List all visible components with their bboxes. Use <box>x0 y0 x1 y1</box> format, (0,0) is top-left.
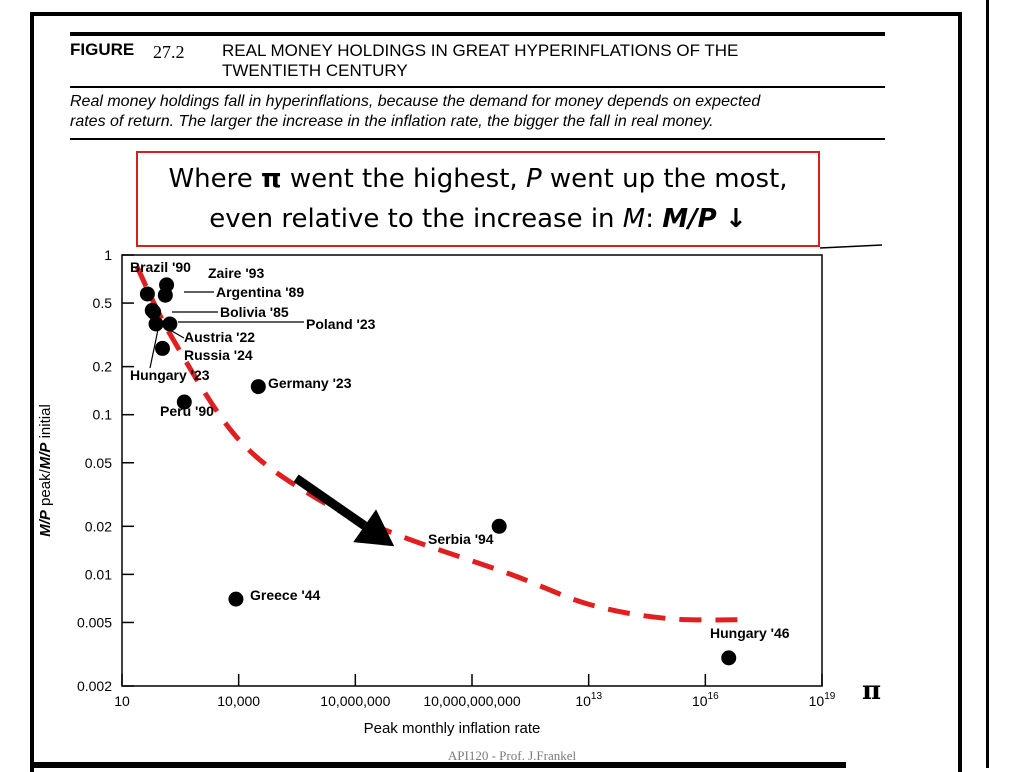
y-tick-label: 0.02 <box>85 518 112 534</box>
x-tick-label: 10,000,000,000 <box>423 693 521 709</box>
figure-title-rule <box>70 86 885 88</box>
data-point-label: Greece '44 <box>250 587 320 603</box>
data-point <box>139 286 155 302</box>
right-border-rule <box>986 0 989 768</box>
data-point-label: Argentina '89 <box>216 284 304 300</box>
x-tick-label: 10,000,000 <box>320 693 390 709</box>
x-tick-label: 1013 <box>575 691 602 709</box>
data-point-label: Hungary '23 <box>130 367 210 383</box>
slide-frame <box>30 12 962 772</box>
data-point <box>154 340 170 356</box>
annotation-text: even relative to the increase in <box>209 204 623 234</box>
data-point <box>176 394 192 410</box>
slide-footer: API120 - Prof. J.Frankel <box>447 748 577 763</box>
figure-number: 27.2 <box>153 42 185 62</box>
annotation-ratio: M/P <box>662 204 717 234</box>
data-point-label: Serbia '94 <box>428 531 494 547</box>
figure-title-line2: TWENTIETH CENTURY <box>222 61 408 80</box>
figure-top-rule <box>70 32 885 36</box>
annotation-line2: even relative to the increase in M: M/P … <box>138 199 818 239</box>
data-point <box>157 287 173 303</box>
data-point-label: Austria '22 <box>184 329 255 345</box>
annotation-box: Where π went the highest, P went up the … <box>136 151 820 247</box>
data-point-label: Zaire '93 <box>208 265 264 281</box>
data-point <box>250 379 266 395</box>
annotation-text: : <box>645 204 663 234</box>
y-tick-label: 0.002 <box>77 678 112 694</box>
data-point <box>228 591 244 607</box>
label-leader-line <box>169 329 185 339</box>
annotation-text: went the highest, <box>281 164 526 194</box>
y-tick-label: 1 <box>104 247 112 263</box>
figure-title-line1: REAL MONEY HOLDINGS IN GREAT HYPERINFLAT… <box>222 41 739 60</box>
x-tick-label: 1016 <box>692 691 719 709</box>
y-axis-label: M/P peak/M/P initial <box>37 404 54 537</box>
figure-label: FIGURE <box>70 40 135 59</box>
annotation-pi: π <box>261 164 282 194</box>
data-point <box>146 304 162 320</box>
annotation-line1: Where π went the highest, P went up the … <box>138 159 818 199</box>
trend-arrow-shaft <box>293 474 368 530</box>
data-point <box>491 518 507 534</box>
annotation-text: went up the most, <box>541 164 788 194</box>
data-point <box>721 650 737 666</box>
bottom-rule <box>34 762 846 768</box>
top-extension-line <box>819 244 883 249</box>
x-axis-label: Peak monthly inflation rate <box>364 720 541 737</box>
data-point-label: Poland '23 <box>306 316 376 332</box>
y-tick-label: 0.5 <box>93 295 113 311</box>
figure-caption: Real money holdings fall in hyperinflati… <box>70 92 890 132</box>
y-tick-label: 0.1 <box>93 407 113 423</box>
y-tick-label: 0.005 <box>77 614 112 630</box>
data-point-label: Russia '24 <box>184 347 253 363</box>
trend-curve <box>134 265 745 623</box>
data-point-label: Hungary '46 <box>710 625 790 641</box>
y-tick-label: 0.01 <box>85 566 112 582</box>
annotation-m: M <box>622 204 646 234</box>
x-tick-label: 10,000 <box>217 693 260 709</box>
data-point-label: Bolivia '85 <box>220 304 289 320</box>
caption-line2: rates of return. The larger the increase… <box>70 113 714 130</box>
data-point <box>162 316 178 332</box>
label-leader-line <box>149 319 161 369</box>
data-point-label: Brazil '90 <box>130 259 191 275</box>
data-point-label: Peru '90 <box>160 403 214 419</box>
y-tick-label: 0.05 <box>85 455 112 471</box>
x-tick-label: 10 <box>114 693 130 709</box>
trend-arrow-head <box>353 509 395 547</box>
down-arrow-icon: ↓ <box>724 204 747 234</box>
x-tick-label: 1019 <box>809 691 836 709</box>
annotation-p: P <box>525 164 542 194</box>
pi-axis-symbol: π <box>862 676 882 706</box>
annotation-text: Where <box>168 164 262 194</box>
caption-rule <box>70 138 885 140</box>
data-point-label: Germany '23 <box>268 375 352 391</box>
y-tick-label: 0.2 <box>93 359 113 375</box>
caption-line1: Real money holdings fall in hyperinflati… <box>70 93 761 110</box>
figure-title: REAL MONEY HOLDINGS IN GREAT HYPERINFLAT… <box>222 41 862 81</box>
